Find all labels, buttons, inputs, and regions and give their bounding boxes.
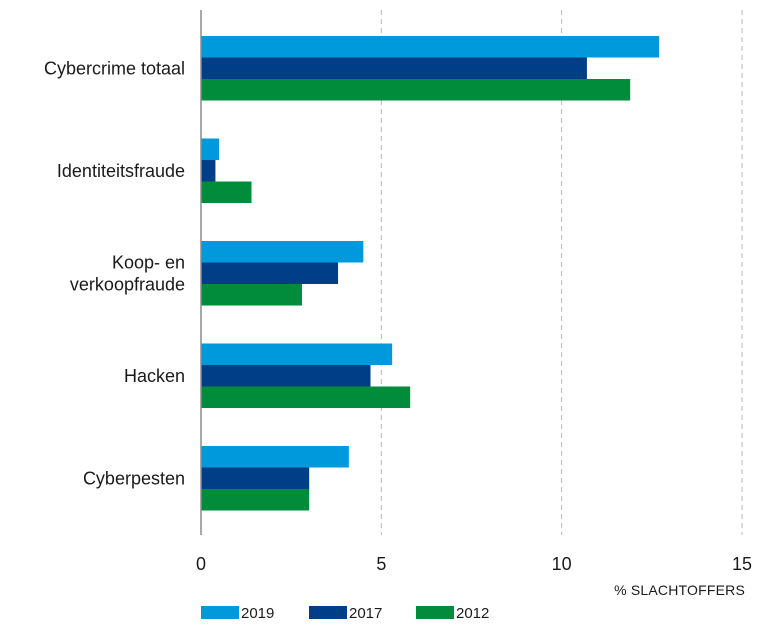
category-label: Koop- en (112, 252, 185, 272)
legend-swatch-2019 (201, 606, 239, 619)
bar-2019-2 (201, 241, 364, 263)
bar-2012-3 (201, 386, 411, 408)
x-tick-label: 10 (552, 554, 572, 574)
category-label: verkoopfraude (70, 274, 185, 294)
bar-2019-4 (201, 446, 349, 468)
legend-label-2012: 2012 (456, 605, 489, 622)
bar-2017-0 (201, 57, 587, 79)
legend-swatch-2017 (309, 606, 347, 619)
bar-2019-1 (201, 138, 220, 160)
bar-2019-3 (201, 343, 393, 365)
bars (201, 36, 660, 511)
x-tick-label: 5 (376, 554, 386, 574)
category-labels: Cybercrime totaal Identiteitsfraude Koop- … (44, 58, 185, 488)
bar-2012-2 (201, 284, 302, 306)
legend: 2019 2017 2012 (201, 605, 489, 622)
bar-2019-0 (201, 36, 660, 58)
legend-label-2017: 2017 (349, 605, 382, 622)
x-tick-label: 0 (196, 554, 206, 574)
x-axis: 0 5 10 15 (196, 10, 752, 574)
category-label: Hacken (124, 366, 185, 386)
bar-2012-1 (201, 181, 252, 203)
legend-swatch-2012 (416, 606, 454, 619)
x-axis-title: % SLACHTOFFERS (614, 582, 745, 598)
bar-2017-1 (201, 160, 216, 182)
bar-2017-3 (201, 365, 371, 387)
category-label: Cybercrime totaal (44, 58, 185, 78)
category-label: Cyberpesten (83, 468, 185, 488)
bar-2012-4 (201, 489, 310, 511)
category-label: Identiteitsfraude (57, 161, 185, 181)
bar-2017-2 (201, 262, 339, 284)
x-tick-label: 15 (732, 554, 752, 574)
bar-2012-0 (201, 79, 631, 101)
bar-2017-4 (201, 467, 310, 489)
gridlines (380, 10, 743, 535)
legend-label-2019: 2019 (241, 605, 274, 622)
